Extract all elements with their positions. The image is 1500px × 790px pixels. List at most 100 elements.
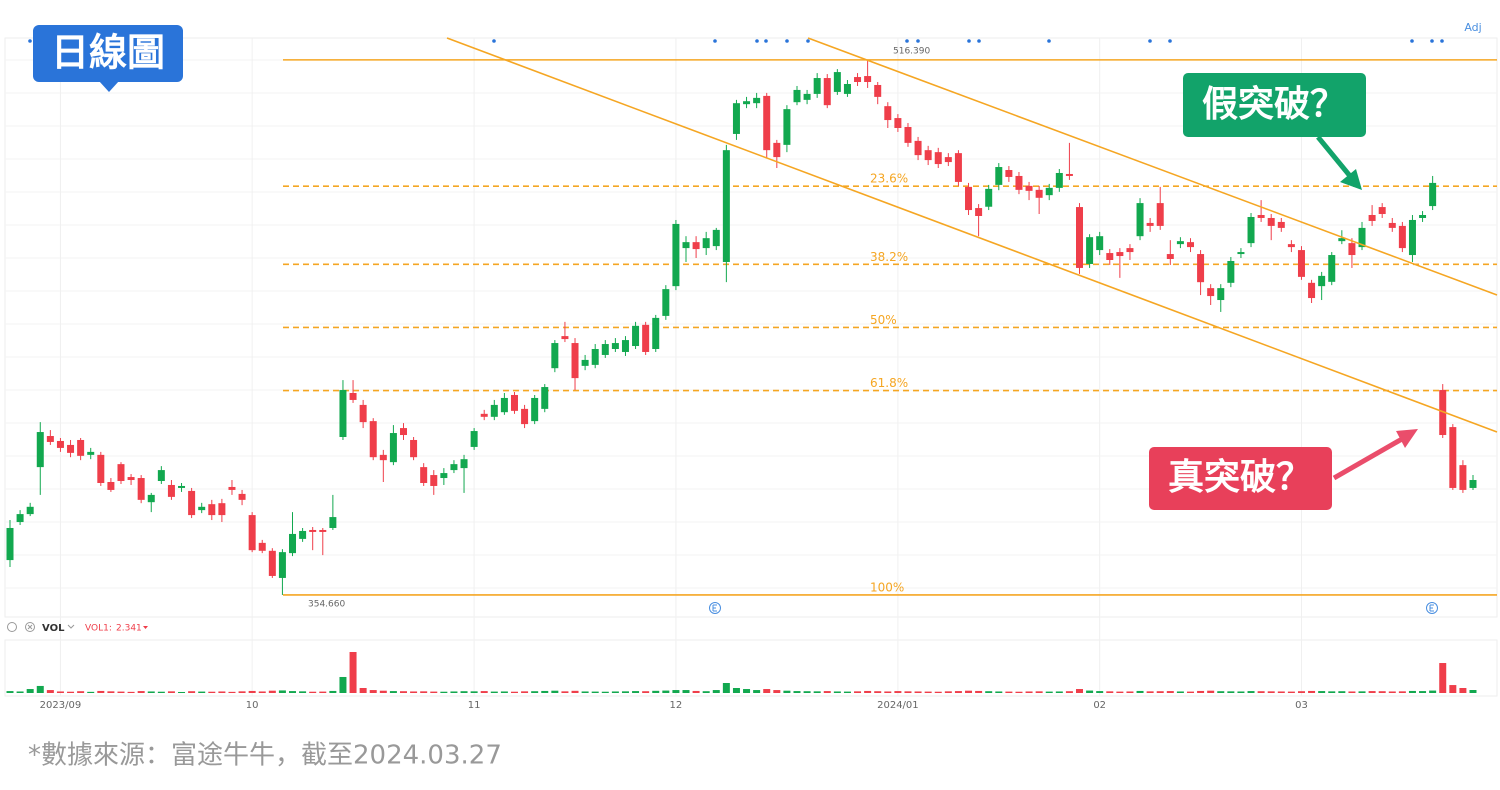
candle-body [319,529,327,532]
volume-readout-value: 2.341 [116,624,142,634]
candle-body [97,454,105,483]
volume-bar [1086,690,1094,693]
candle-body [500,397,508,413]
volume-bar [944,691,952,693]
volume-bar [894,691,902,693]
adj-label[interactable]: Adj [1464,21,1481,34]
volume-bar [954,691,962,693]
fib-level-label: 50% [870,313,897,327]
badge-box [33,25,183,82]
volume-bar [1338,691,1346,693]
candle-body [1328,255,1336,282]
candle-body [954,153,962,182]
candle-body [1176,241,1184,245]
volume-panel [4,639,1498,697]
candle-body [1146,222,1154,226]
candle-body [218,503,226,516]
candle-body [1439,390,1447,436]
volume-bar [329,690,337,693]
candle-body [1398,225,1406,249]
volume-bar [864,690,872,693]
volume-bar [1429,690,1437,693]
x-axis: 2023/09 10 11 12 2024/01 02 03 [40,700,1308,711]
candle-body [884,106,892,121]
volume-bar [480,691,488,693]
candle-body [652,317,660,349]
candle-body [430,475,438,486]
candle-body [420,467,428,483]
candle-body [248,515,256,551]
candle-body [965,186,973,211]
candle-body [470,431,478,447]
candle-body [460,459,468,469]
volume-bar [36,685,44,693]
volume-bar [1025,691,1033,693]
volume-bar [662,690,670,693]
candle-body [632,325,640,347]
volume-bar [1449,685,1457,693]
candle-body [1076,207,1084,268]
candle-body [662,289,670,316]
volume-bar [541,690,549,693]
volume-bar [914,691,922,693]
volume-bar [1267,691,1275,693]
settings-icon[interactable] [7,622,17,632]
volume-bar [339,676,347,693]
volume-bar [470,691,478,693]
x-tick-label: 2023/09 [40,700,82,711]
volume-bar [521,691,529,693]
candle-body [581,359,589,366]
candle-body [258,542,266,551]
callout-box [1183,73,1366,137]
volume-bar [1287,691,1295,693]
volume-bar [178,691,186,693]
volume-bar [1308,690,1316,693]
volume-bar [299,691,307,693]
volume-bar [531,691,539,693]
close-icon[interactable] [25,622,35,632]
candle-body [1247,216,1255,244]
candle-body [6,527,14,561]
volume-bar [107,691,115,693]
volume-bar [995,691,1003,693]
badge: 日線圖 [33,25,183,92]
volume-bar [1126,691,1134,693]
candle-body [722,150,730,262]
callout-text: 真突破？ [1168,457,1312,498]
candle-body [67,444,75,453]
volume-bar [248,690,256,693]
fib-level-label: 100% [870,580,904,594]
volume-bar [632,691,640,693]
volume-bar [642,691,650,693]
x-tick-label: 03 [1295,700,1308,711]
candle-body [490,404,498,417]
volume-bar [732,688,740,693]
volume-bar [500,691,508,693]
candle-body [359,404,367,423]
volume-bar [1388,691,1396,693]
candle-body [309,529,317,532]
volume-bar [1408,690,1416,693]
candle-body [1348,243,1356,256]
candle-body [278,552,286,578]
volume-bar [167,691,175,693]
volume-bar [26,689,34,693]
earnings-markers [709,602,1438,614]
dropdown-icon[interactable] [67,624,75,629]
candle-body [77,439,85,456]
candle-body [1106,253,1114,260]
candle-body [914,140,922,156]
candle-body [289,533,297,554]
volume-bar [581,691,589,693]
candle-body [1005,170,1013,177]
candle-body [1197,254,1205,283]
candle-body [1408,219,1416,256]
candle-body [1045,187,1053,196]
volume-bar [218,691,226,693]
x-tick-label: 10 [246,700,259,711]
candle-body [813,78,821,94]
candle-body [188,490,196,516]
candle-body [551,343,559,369]
candle-body [712,229,720,247]
